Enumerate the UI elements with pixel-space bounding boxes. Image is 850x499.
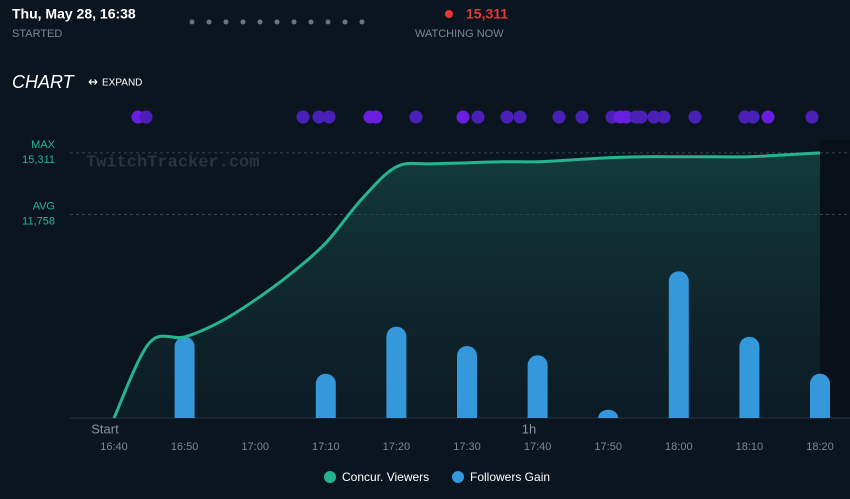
followers-bar — [457, 345, 477, 418]
followers-bar — [315, 373, 336, 418]
legend-label: Concur. Viewers — [342, 470, 429, 484]
x-tick-label: 16:50 — [171, 441, 199, 453]
watermark: TwitchTracker.com — [86, 153, 259, 172]
followers-bar — [598, 409, 619, 418]
legend-label: Followers Gain — [470, 470, 550, 484]
followers-bar — [810, 373, 830, 418]
hour-label: 1h — [522, 421, 536, 436]
reference-label: 15,311 — [22, 154, 55, 166]
followers-bar — [668, 271, 689, 418]
legend-swatch — [324, 471, 336, 483]
start-label: Start — [91, 421, 119, 436]
x-tick-label: 17:20 — [383, 441, 411, 453]
x-tick-label: 18:10 — [736, 441, 764, 453]
x-tick-label: 17:40 — [524, 441, 552, 453]
x-tick-label: 17:30 — [453, 441, 481, 453]
followers-bar — [386, 326, 407, 418]
reference-name: MAX — [31, 139, 56, 151]
event-dots — [131, 110, 819, 124]
started-label: STARTED — [12, 28, 62, 40]
watching-label: WATCHING NOW — [415, 28, 504, 40]
reference-label: 11,758 — [22, 215, 55, 227]
x-tick-label: 17:50 — [594, 441, 622, 453]
x-tick-label: 17:00 — [241, 441, 269, 453]
watching-count: 15,311 — [466, 6, 508, 22]
followers-bar — [527, 355, 548, 418]
reference-name: AVG — [33, 200, 55, 212]
x-tick-label: 16:40 — [100, 441, 128, 453]
expand-button[interactable]: EXPAND — [88, 78, 142, 89]
x-tick-label: 18:00 — [665, 441, 693, 453]
legend-swatch — [452, 471, 464, 483]
viewers-area — [114, 152, 820, 418]
followers-bar — [174, 336, 195, 418]
live-dot — [445, 10, 453, 18]
viewers-line — [112, 151, 821, 419]
x-tick-label: 18:20 — [806, 441, 834, 453]
followers-bar — [739, 336, 760, 418]
started-time: Thu, May 28, 16:38 — [12, 6, 136, 22]
pager-dots — [189, 19, 365, 25]
future-band — [820, 140, 850, 418]
expand-label[interactable]: EXPAND — [102, 78, 142, 89]
x-tick-label: 17:10 — [312, 441, 340, 453]
section-title: CHART — [12, 72, 76, 92]
